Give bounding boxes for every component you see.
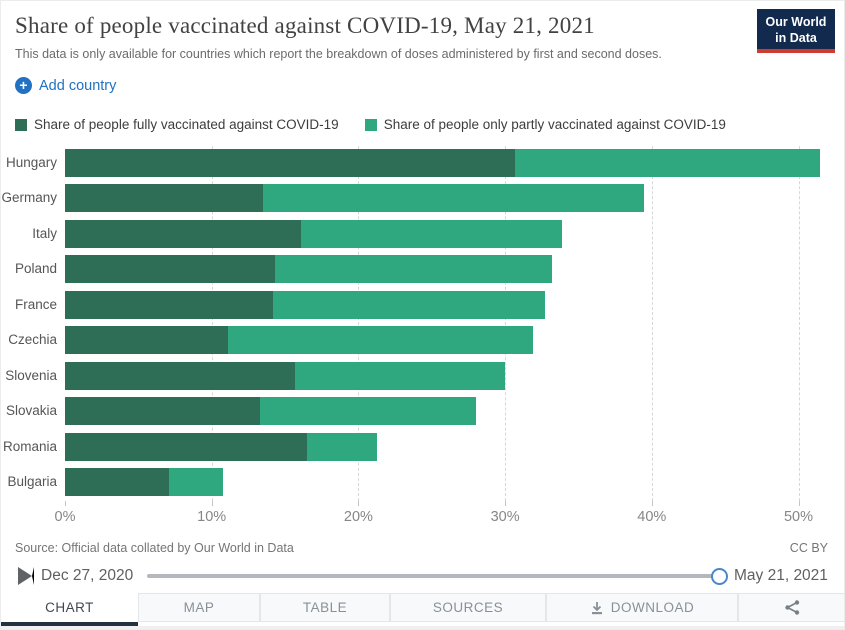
tab-download[interactable]: DOWNLOAD <box>546 593 738 622</box>
tab-bar: CHART MAP TABLE SOURCES DOWNLOAD <box>1 593 844 626</box>
add-country-label: Add country <box>39 77 117 94</box>
bar-row-france[interactable]: France <box>15 290 545 319</box>
gridline-10 <box>211 146 213 501</box>
tab-label: MAP <box>183 600 215 615</box>
timeline-end-date: May 21, 2021 <box>734 567 828 584</box>
country-label: Poland <box>14 261 57 276</box>
owid-logo[interactable]: Our World in Data <box>757 9 835 53</box>
bar-segment-fully[interactable] <box>65 397 261 425</box>
bar-segment-partly[interactable] <box>227 326 533 354</box>
gridline-30 <box>505 146 507 501</box>
legend-swatch <box>364 118 377 131</box>
legend-item-partly: Share of people only partly vaccinated a… <box>364 117 726 132</box>
tab-label: TABLE <box>302 600 348 615</box>
legend-swatch <box>15 118 27 131</box>
gridline-40 <box>651 146 653 501</box>
bar-row-italy[interactable]: Italy <box>32 219 563 248</box>
legend-label: Share of people only partly vaccinated a… <box>383 117 726 132</box>
bar-segment-fully[interactable] <box>65 326 228 354</box>
bar-segment-partly[interactable] <box>515 148 821 177</box>
tab-sources[interactable]: SOURCES <box>390 593 546 622</box>
owid-logo-line2: in Data <box>775 31 817 46</box>
bar-segment-partly[interactable] <box>263 184 645 212</box>
gridline-20 <box>358 146 360 501</box>
tick-label: 0% <box>54 509 76 525</box>
tick-mark <box>211 501 213 506</box>
country-label: Germany <box>1 190 57 205</box>
bar-segment-partly[interactable] <box>274 255 553 283</box>
bar-segment-fully[interactable] <box>65 361 296 390</box>
download-icon <box>591 601 602 614</box>
legend-label: Share of people fully vaccinated against… <box>34 117 339 132</box>
country-label: Slovakia <box>5 403 57 418</box>
bar-segment-partly[interactable] <box>260 397 476 425</box>
tick-mark <box>651 501 653 506</box>
tick-mark <box>798 501 800 506</box>
share-icon <box>784 600 799 615</box>
bar-segment-partly[interactable] <box>295 361 506 390</box>
country-label: Italy <box>32 225 57 241</box>
plus-circle-icon: + <box>15 77 32 94</box>
page-title: Share of people vaccinated against COVID… <box>15 13 595 38</box>
tick-label: 40% <box>637 509 667 525</box>
tick-label: 50% <box>783 509 814 525</box>
tick-label: 10% <box>197 509 227 525</box>
tab-table[interactable]: TABLE <box>260 593 390 622</box>
gridline-50 <box>798 146 800 501</box>
bar-row-czechia[interactable]: Czechia <box>8 326 533 354</box>
license-link[interactable]: CC BY <box>789 541 828 555</box>
legend-item-fully: Share of people fully vaccinated against… <box>15 117 339 132</box>
tick-label: 20% <box>343 509 373 525</box>
country-label: Hungary <box>5 154 57 170</box>
tab-label: SOURCES <box>432 600 504 615</box>
tick-label: 30% <box>490 509 520 525</box>
chart-subtitle: This data is only available for countrie… <box>15 47 662 61</box>
bar-segment-partly[interactable] <box>273 290 545 319</box>
bar-chart-plot-area: Hungary Germany Italy Poland France Czechia Sl… <box>1 146 822 501</box>
tick-mark <box>65 501 66 506</box>
bar-segment-fully[interactable] <box>65 219 302 248</box>
x-axis: 0% 10% 20% 30% 40% 50% <box>55 501 822 531</box>
bar-segment-fully[interactable] <box>65 255 275 283</box>
country-label: France <box>14 296 57 312</box>
timeline-slider-handle[interactable] <box>711 568 728 585</box>
chart-legend: Share of people fully vaccinated against… <box>15 117 726 132</box>
country-label: Bulgaria <box>7 474 57 489</box>
bar-row-bulgaria[interactable]: Bulgaria <box>7 468 224 496</box>
country-label: Romania <box>2 438 57 454</box>
bar-row-hungary[interactable]: Hungary <box>6 148 821 177</box>
bar-row-romania[interactable]: Romania <box>3 432 378 461</box>
add-country-button[interactable]: + Add country <box>15 77 116 94</box>
timeline-start-date: Dec 27, 2020 <box>41 567 134 584</box>
bar-segment-fully[interactable] <box>65 468 170 496</box>
bar-segment-fully[interactable] <box>65 148 516 177</box>
bar-segment-fully[interactable] <box>65 432 308 461</box>
bottom-strip <box>1 626 844 629</box>
bar-row-slovenia[interactable]: Slovenia <box>5 361 506 390</box>
bar-row-poland[interactable]: Poland <box>15 255 553 283</box>
play-timeline-button[interactable] <box>18 567 34 585</box>
tab-chart[interactable]: CHART <box>1 593 138 626</box>
timeline-slider-track[interactable] <box>147 574 723 578</box>
bar-segment-fully[interactable] <box>65 290 274 319</box>
bar-segment-partly[interactable] <box>307 432 378 461</box>
country-label: Czechia <box>8 332 57 347</box>
tab-label: CHART <box>45 600 94 615</box>
tab-share[interactable] <box>738 593 844 622</box>
tab-label: DOWNLOAD <box>610 600 695 615</box>
tab-map[interactable]: MAP <box>138 593 260 622</box>
country-label: Slovenia <box>5 367 57 383</box>
bar-segment-partly[interactable] <box>169 468 224 496</box>
bar-segment-partly[interactable] <box>301 219 563 248</box>
source-note: Source: Official data collated by Our Wo… <box>15 541 294 555</box>
bar-row-germany[interactable]: Germany <box>1 184 645 212</box>
owid-logo-line1: Our World <box>765 15 827 29</box>
bar-row-slovakia[interactable]: Slovakia <box>6 397 476 425</box>
tick-mark <box>358 501 360 506</box>
bar-segment-fully[interactable] <box>65 184 264 212</box>
tick-mark <box>505 501 507 506</box>
owid-logo-redbar <box>757 49 835 53</box>
